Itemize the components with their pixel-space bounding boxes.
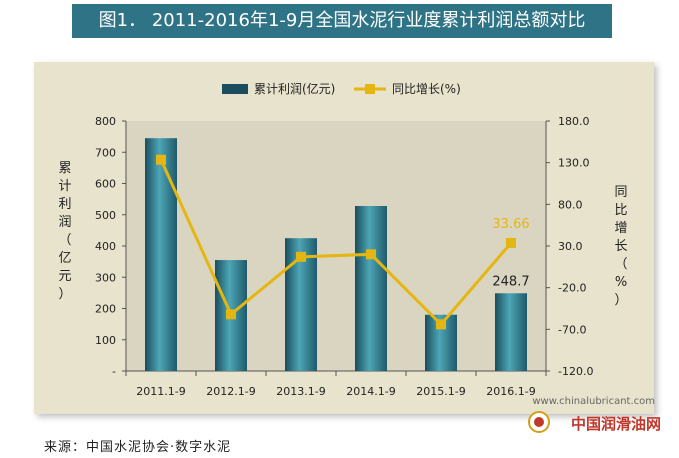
plot-area [126,121,546,371]
legend-bar-label: 累计利润(亿元) [254,81,335,96]
y2-tick-label: -120.0 [558,365,593,378]
site-url[interactable]: www.chinalubricant.com [532,396,655,407]
y-tick-label: 500 [95,209,116,222]
growth-marker-2016.1-9 [506,237,516,248]
x-tick-label: 2015.1-9 [416,385,465,398]
bar-2016.1-9 [495,293,527,371]
legend-bar-swatch [222,84,248,94]
y-tick-label: 800 [95,115,116,128]
x-tick-label: 2014.1-9 [346,385,395,398]
legend-line-marker [365,84,375,94]
growth-marker-2013.1-9 [296,251,306,262]
chart-panel: - 100 200 300 400 500 600 700 800 -120.0 -70.0 -20.… [34,62,654,414]
bar-data-label: 248.7 [492,274,529,289]
y-tick-label: 200 [95,303,116,316]
site-brand: 中国润滑油网 [570,415,661,433]
bar-2011.1-9 [145,138,177,371]
x-tick-label: 2012.1-9 [206,385,255,398]
source-note: 来源：中国水泥协会·数字水泥 [44,440,232,455]
y2-tick-label: -20.0 [558,282,586,295]
brand-logo-icon [528,411,550,433]
y-axis-title: 累计利润（亿元） [58,161,71,302]
growth-line [159,159,513,327]
y2-tick-label: 30.0 [558,240,583,253]
x-tick-label: 2011.1-9 [136,385,185,398]
growth-marker-2014.1-9 [366,249,376,260]
y2-tick-label: 130.0 [558,157,590,170]
y-tick-label: 700 [95,146,116,159]
x-tick-label: 2013.1-9 [276,385,325,398]
growth-data-label: 33.66 [492,217,529,232]
chart-title: 图1． 2011-2016年1-9月全国水泥行业度累计利润总额对比 [72,4,612,38]
y-tick-label: 100 [95,334,116,347]
y-tick-label: 600 [95,178,116,191]
y2-tick-label: -70.0 [558,323,586,336]
y2-tick-label: 180.0 [558,115,590,128]
legend-line-label: 同比增长(%) [392,82,461,96]
y-tick-label: 300 [95,271,116,284]
growth-marker-2011.1-9 [156,154,166,165]
y2-tick-label: 80.0 [558,198,583,211]
bar-2014.1-9 [355,206,387,371]
y-tick-label: 400 [95,240,116,253]
x-tick-label: 2016.1-9 [486,385,535,398]
y-tick-label: - [112,365,116,378]
growth-marker-2015.1-9 [436,319,446,330]
y2-axis-title: 同比增长（%） [614,185,627,308]
growth-marker-2012.1-9 [226,309,236,320]
chart-svg: - 100 200 300 400 500 600 700 800 -120.0 -70.0 -20.… [58,81,627,398]
